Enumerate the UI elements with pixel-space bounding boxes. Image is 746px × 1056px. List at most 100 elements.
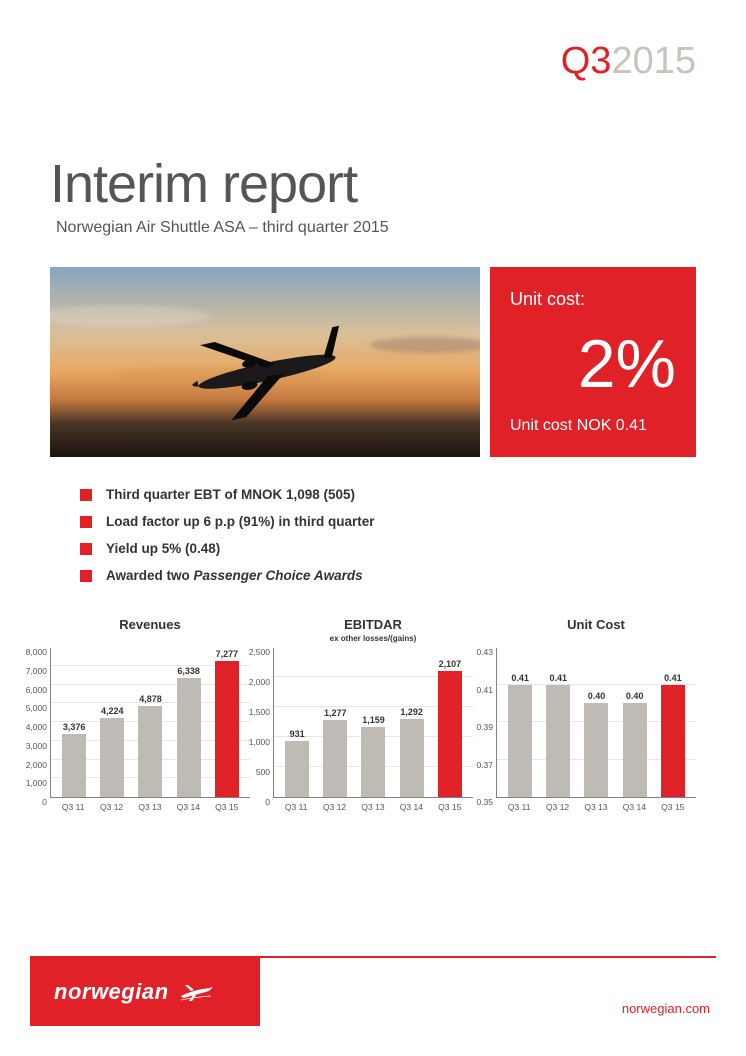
y-tick: 1,000 [240,737,270,747]
bullet-item: Awarded two Passenger Choice Awards [80,568,696,583]
chart-title: EBITDAR [273,617,473,632]
y-tick: 1,500 [240,707,270,717]
x-label: Q3 13 [358,802,388,812]
bar: 0.41 [505,673,535,798]
bar: 0.40 [581,691,611,797]
chart-subtitle: ex other losses/(gains) [273,634,473,644]
x-label: Q3 15 [212,802,242,812]
bar-value-label: 1,277 [324,708,347,718]
bar: 1,277 [320,708,350,797]
x-label: Q3 11 [58,802,88,812]
highlight-bullets: Third quarter EBT of MNOK 1,098 (505) Loa… [80,487,696,583]
footer-url: norwegian.com [260,958,716,1026]
chart-subtitle [50,634,250,644]
chart-title: Revenues [50,617,250,632]
bar: 1,292 [397,707,427,797]
charts-row: Revenues 01,0002,0003,0004,0005,0006,0007… [50,617,696,812]
bar-value-label: 6,338 [177,666,200,676]
bar: 2,107 [435,659,465,797]
bullet-marker [80,516,92,528]
bullet-item: Load factor up 6 p.p (91%) in third quar… [80,514,696,529]
bar-value-label: 2,107 [439,659,462,669]
y-tick: 5,000 [17,703,47,713]
bar: 0.41 [658,673,688,798]
x-label: Q3 14 [173,802,203,812]
quarter-prefix: Q3 [561,40,612,82]
x-label: Q3 11 [281,802,311,812]
x-label: Q3 11 [504,802,534,812]
chart: EBITDARex other losses/(gains)05001,0001… [273,617,473,812]
x-label: Q3 12 [320,802,350,812]
bullet-item: Yield up 5% (0.48) [80,541,696,556]
bullet-text: Yield up 5% (0.48) [106,541,220,556]
unit-cost-detail: Unit cost NOK 0.41 [510,417,676,435]
bullet-marker [80,570,92,582]
bar: 7,277 [212,649,242,797]
y-tick: 2,500 [240,647,270,657]
bar-value-label: 7,277 [216,649,239,659]
bar-value-label: 1,292 [400,707,423,717]
bullet-item: Third quarter EBT of MNOK 1,098 (505) [80,487,696,502]
unit-cost-card: Unit cost: 2% Unit cost NOK 0.41 [490,267,696,457]
page-title: Interim report [50,153,696,215]
bar: 1,159 [358,715,388,797]
hero-row: Unit cost: 2% Unit cost NOK 0.41 [50,267,696,457]
unit-cost-label: Unit cost: [510,289,676,310]
bar-value-label: 0.41 [664,673,682,683]
unit-cost-value: 2% [510,330,676,398]
chart: Unit Cost0.350.370.390.410.430.410.410.4… [496,617,696,812]
x-label: Q3 13 [581,802,611,812]
x-label: Q3 15 [658,802,688,812]
bullet-text: Load factor up 6 p.p (91%) in third quar… [106,514,375,529]
x-label: Q3 12 [97,802,127,812]
hero-image [50,267,480,457]
x-label: Q3 14 [619,802,649,812]
bar-value-label: 0.40 [626,691,644,701]
bar-value-label: 931 [290,729,305,739]
y-tick: 500 [240,767,270,777]
y-tick: 1,000 [17,778,47,788]
chart-plot: 0.350.370.390.410.430.410.410.400.400.41 [496,648,696,798]
y-tick: 0 [240,797,270,807]
airplane-icon [145,302,385,422]
y-tick: 0.43 [463,647,493,657]
y-tick: 6,000 [17,685,47,695]
chart: Revenues 01,0002,0003,0004,0005,0006,0007… [50,617,250,812]
bullet-marker [80,489,92,501]
x-label: Q3 14 [396,802,426,812]
chart-plot: 01,0002,0003,0004,0005,0006,0007,0008,00… [50,648,250,798]
bar-value-label: 0.41 [511,673,529,683]
bar: 4,224 [97,706,127,797]
brand-plane-icon [179,982,215,1002]
bar: 0.40 [620,691,650,797]
y-tick: 0.37 [463,760,493,770]
quarter-tag: Q32015 [50,40,696,83]
bar-value-label: 4,878 [139,694,162,704]
bar-value-label: 0.41 [550,673,568,683]
bar-value-label: 3,376 [63,722,86,732]
y-tick: 0.41 [463,685,493,695]
quarter-year: 2015 [611,40,696,82]
bar: 4,878 [135,694,165,797]
bar-value-label: 4,224 [101,706,124,716]
chart-subtitle [496,634,696,644]
x-label: Q3 12 [543,802,573,812]
bullet-text: Awarded two Passenger Choice Awards [106,568,363,583]
y-tick: 8,000 [17,647,47,657]
bullet-text: Third quarter EBT of MNOK 1,098 (505) [106,487,355,502]
chart-plot: 05001,0001,5002,0002,5009311,2771,1591,2… [273,648,473,798]
page-subtitle: Norwegian Air Shuttle ASA – third quarte… [50,219,696,237]
bullet-marker [80,543,92,555]
y-tick: 0.39 [463,722,493,732]
y-tick: 2,000 [240,677,270,687]
y-tick: 0 [17,797,47,807]
y-tick: 4,000 [17,722,47,732]
x-label: Q3 15 [435,802,465,812]
x-label: Q3 13 [135,802,165,812]
brand-logo: norwegian [30,958,260,1026]
y-tick: 0.35 [463,797,493,807]
bar: 0.41 [543,673,573,798]
brand-name: norwegian [54,979,169,1005]
y-tick: 3,000 [17,741,47,751]
y-tick: 7,000 [17,666,47,676]
